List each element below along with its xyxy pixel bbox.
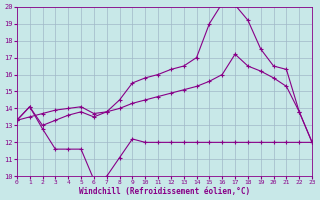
X-axis label: Windchill (Refroidissement éolien,°C): Windchill (Refroidissement éolien,°C) xyxy=(79,187,250,196)
